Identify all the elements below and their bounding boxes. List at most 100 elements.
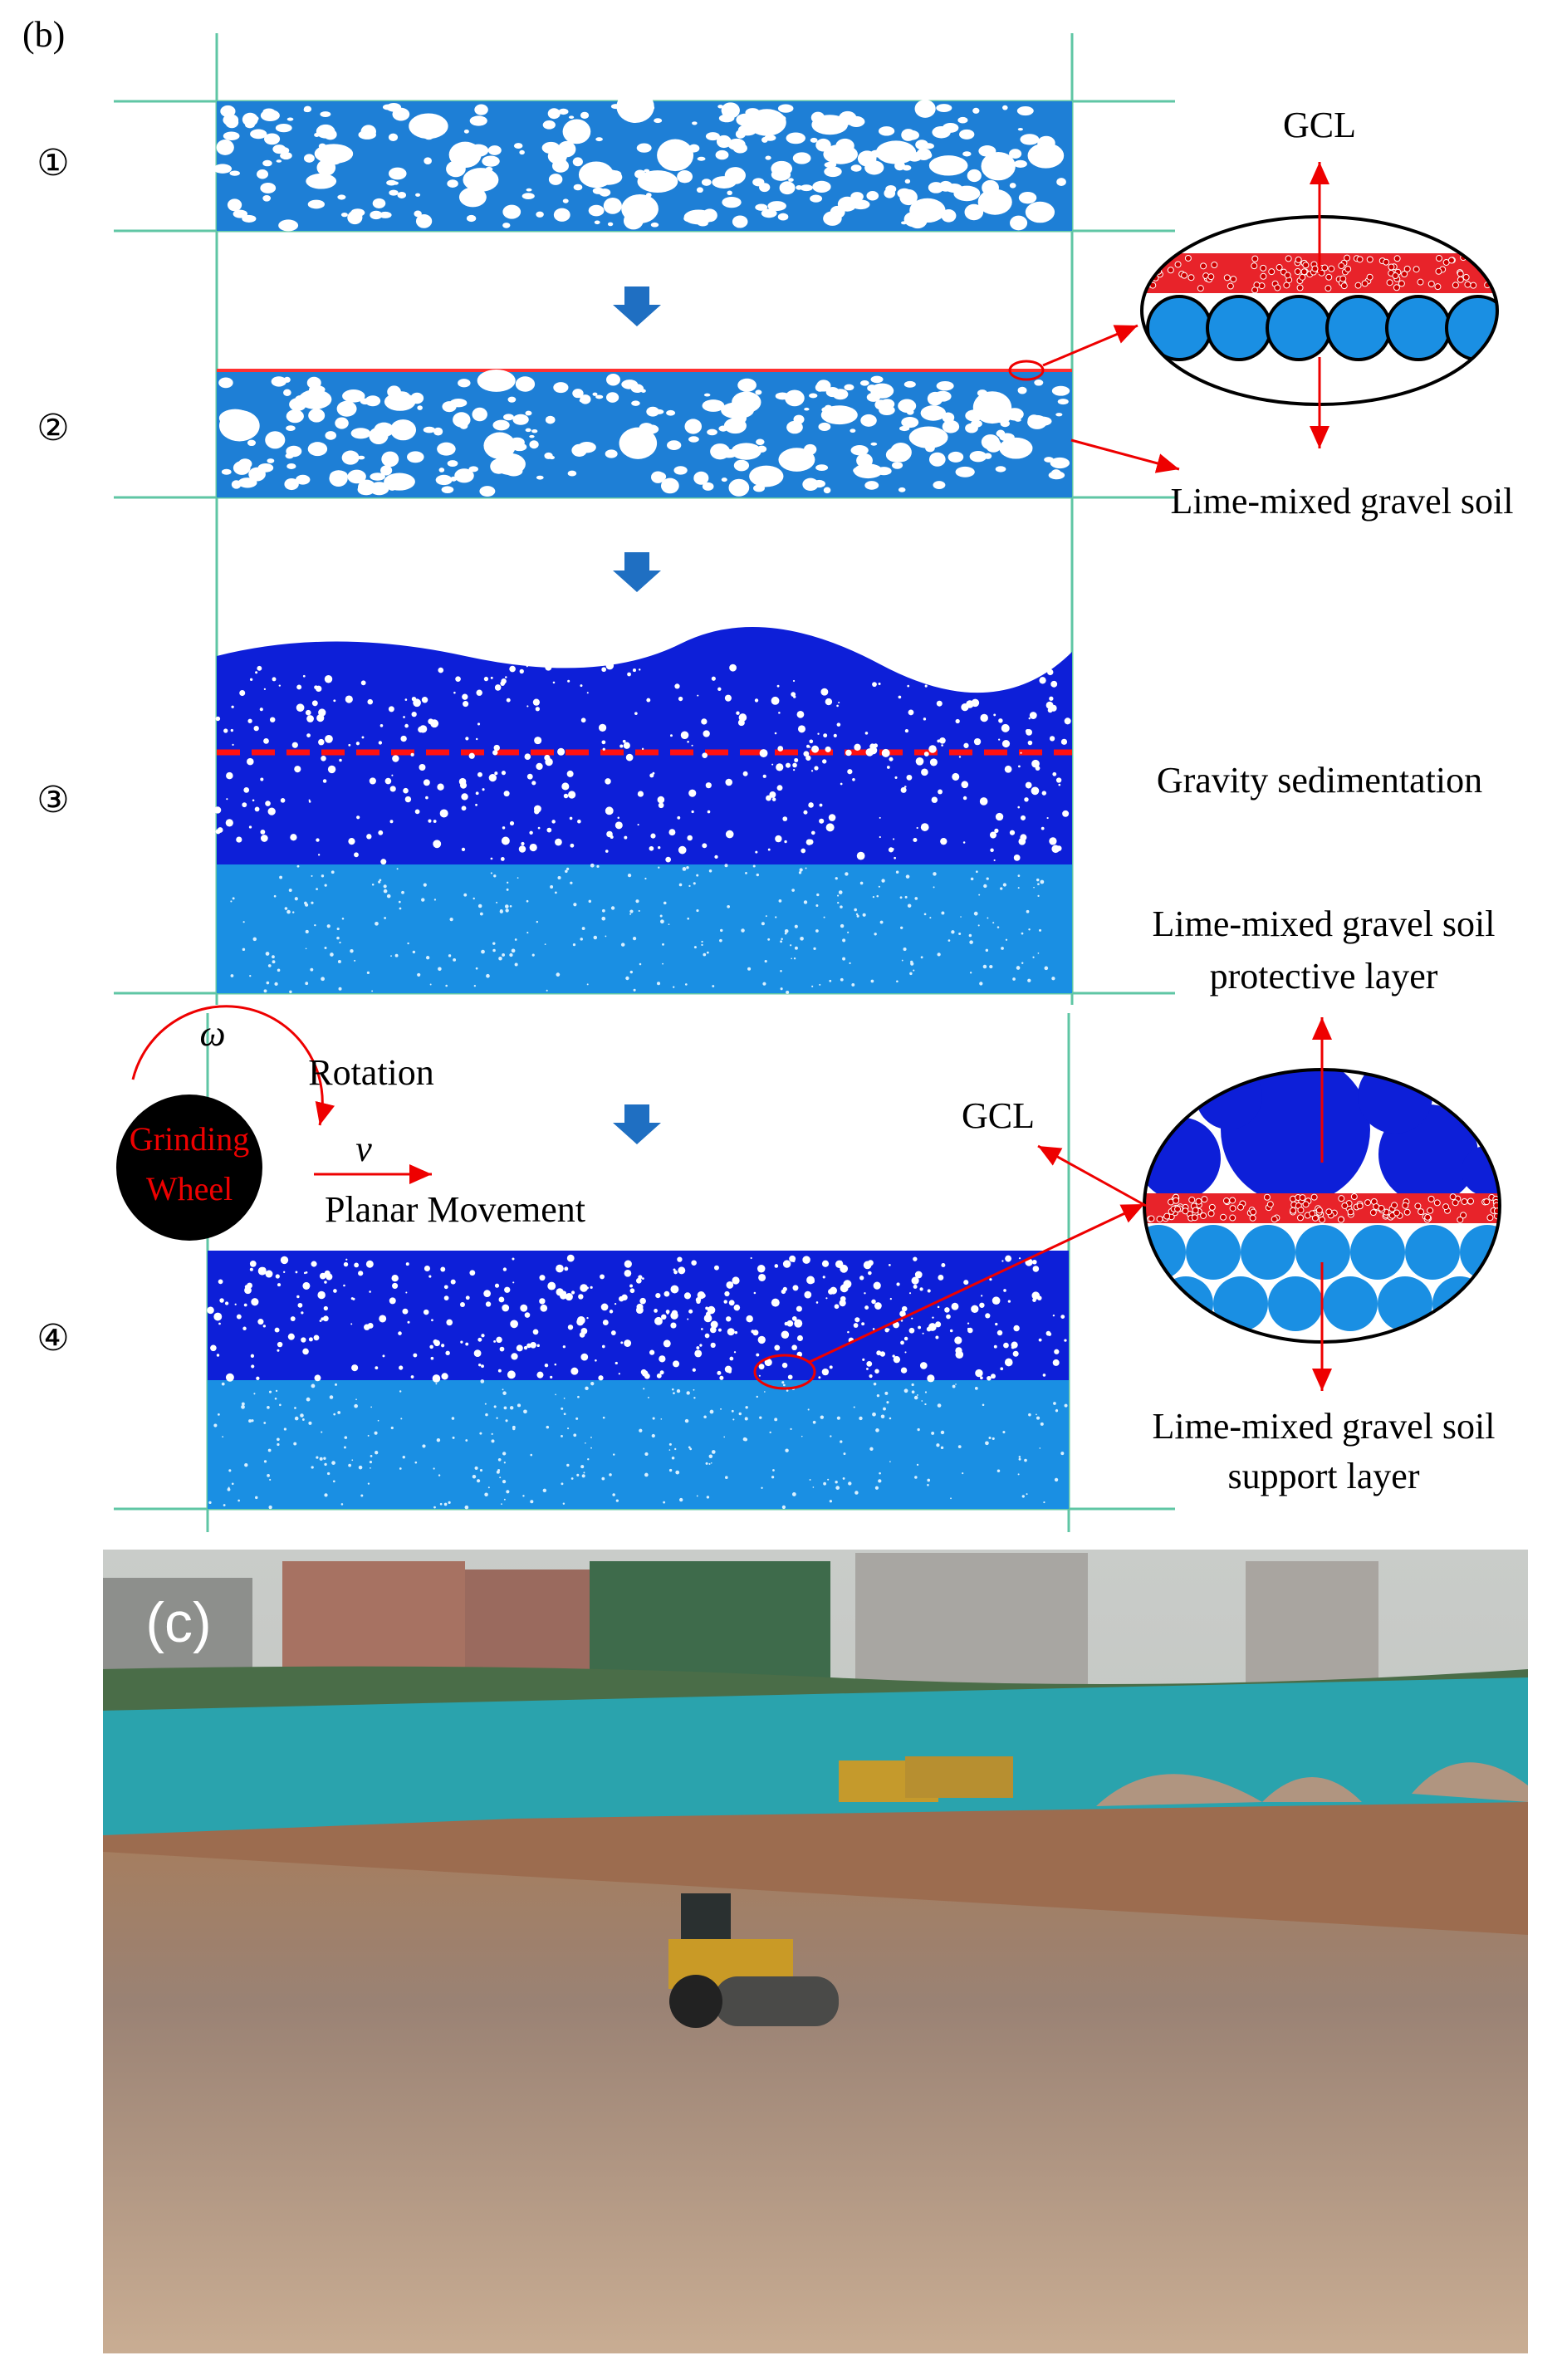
particle — [375, 1366, 379, 1370]
particle — [514, 1324, 517, 1326]
particle — [936, 104, 952, 112]
particle — [976, 870, 978, 874]
particle — [822, 759, 827, 764]
particle — [345, 1258, 348, 1261]
particle — [301, 1418, 305, 1421]
particle — [409, 113, 448, 140]
particle — [308, 385, 326, 394]
label: Lime-mixed gravel soil — [1171, 481, 1514, 522]
particle — [814, 766, 819, 771]
particle — [223, 728, 228, 733]
particle — [345, 695, 353, 703]
particle — [1018, 765, 1021, 768]
particle — [873, 1382, 877, 1386]
particle — [1401, 270, 1408, 277]
wheel-label: Grinding — [130, 1120, 249, 1158]
particle — [521, 193, 535, 199]
particle — [277, 1341, 283, 1348]
particle — [562, 198, 569, 203]
particle — [461, 793, 468, 801]
particle — [369, 777, 376, 785]
particle — [286, 117, 294, 121]
particle — [602, 908, 605, 913]
particle — [1036, 666, 1042, 673]
particle — [305, 948, 307, 950]
particle — [777, 746, 784, 752]
particle — [321, 756, 326, 762]
particle — [1048, 471, 1065, 480]
particle — [463, 129, 469, 134]
particle — [563, 1413, 566, 1416]
particle — [743, 1437, 748, 1442]
particle — [568, 791, 576, 799]
particle — [1325, 273, 1333, 281]
particle — [962, 151, 972, 157]
particle — [1413, 266, 1420, 273]
particle — [639, 962, 642, 966]
particle — [853, 1323, 859, 1328]
particle — [936, 1443, 940, 1447]
particle — [1050, 680, 1058, 688]
particle — [605, 778, 611, 785]
particle — [370, 1406, 373, 1408]
particle — [936, 380, 954, 391]
particle — [850, 428, 856, 433]
particle — [473, 984, 477, 987]
particle — [1249, 1214, 1256, 1222]
particle — [546, 989, 548, 992]
particle — [567, 1325, 574, 1330]
particle — [248, 1419, 252, 1423]
particle — [509, 904, 512, 908]
particle — [241, 1402, 245, 1406]
particle — [1393, 255, 1401, 262]
particle — [498, 956, 502, 961]
particle — [624, 835, 628, 840]
particle — [889, 1297, 892, 1300]
particle — [733, 415, 742, 421]
particle — [697, 156, 706, 161]
zoom-marker — [1008, 360, 1045, 381]
particle — [984, 453, 992, 459]
particle — [432, 1374, 441, 1383]
particle — [823, 144, 858, 164]
particle — [644, 1472, 649, 1477]
particle — [439, 1502, 443, 1506]
particle — [670, 1322, 677, 1329]
particle — [849, 962, 851, 965]
particle — [577, 441, 596, 453]
particle — [286, 463, 296, 469]
particle — [727, 1328, 735, 1336]
particle — [726, 1316, 732, 1322]
particle — [400, 1418, 403, 1420]
particle — [874, 1486, 879, 1490]
particle — [536, 475, 544, 480]
particle — [702, 752, 708, 758]
particle — [920, 405, 947, 421]
particle — [379, 1315, 387, 1323]
particle — [765, 915, 767, 918]
particle — [1486, 1214, 1494, 1222]
particle — [874, 1369, 879, 1374]
particle — [1464, 281, 1471, 288]
particle — [384, 777, 392, 785]
particle — [403, 716, 405, 718]
particle — [475, 791, 479, 796]
particle — [992, 1437, 995, 1441]
particle — [472, 407, 487, 422]
particle — [532, 698, 541, 706]
particle — [797, 725, 805, 733]
particle — [1268, 1276, 1323, 1331]
particle — [612, 1493, 615, 1496]
particle — [663, 1501, 666, 1504]
particle — [262, 108, 276, 115]
particle — [360, 1494, 364, 1497]
particle — [517, 1403, 521, 1408]
particle — [509, 952, 513, 957]
particle — [424, 157, 432, 165]
particle — [678, 845, 687, 855]
particle — [307, 199, 326, 209]
particle — [415, 213, 433, 228]
particle — [213, 1423, 218, 1428]
particle — [504, 1286, 511, 1293]
